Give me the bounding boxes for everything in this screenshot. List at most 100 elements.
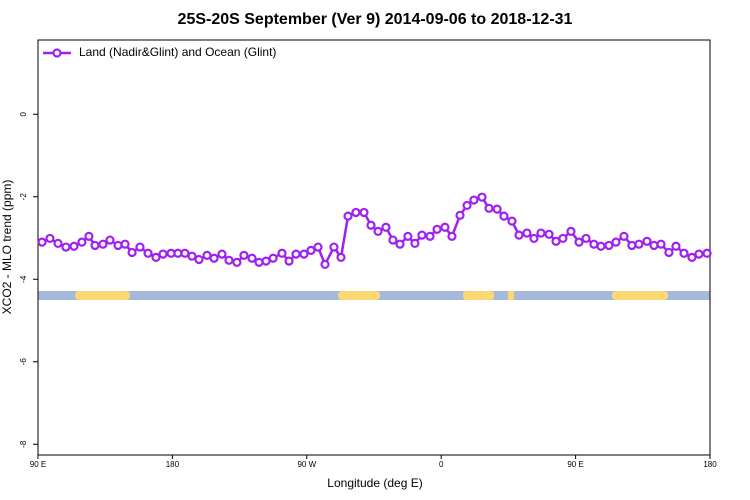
y-tick-label: -2 — [19, 193, 28, 201]
data-point — [291, 249, 301, 259]
land-strip — [508, 291, 514, 300]
y-tick-label: -4 — [19, 275, 28, 283]
data-point — [77, 237, 87, 247]
data-point — [90, 240, 100, 251]
data-point — [239, 250, 249, 260]
data-point — [619, 231, 629, 241]
y-tick-label: -8 — [19, 440, 28, 448]
data-point — [277, 248, 287, 258]
data-point — [403, 231, 413, 241]
data-point — [425, 231, 435, 241]
data-point — [388, 235, 398, 245]
x-axis-label: Longitude (deg E) — [327, 476, 422, 490]
data-point — [336, 252, 346, 263]
data-point — [702, 248, 712, 258]
data-point — [410, 238, 420, 248]
data-point — [455, 210, 465, 220]
data-point — [135, 242, 145, 252]
legend-marker — [52, 48, 62, 58]
land-mask — [38, 291, 710, 300]
data-point — [514, 230, 524, 240]
data-point — [329, 242, 339, 252]
data-point — [187, 251, 197, 261]
x-tick-label: 90 E — [567, 460, 583, 469]
data-point — [105, 235, 115, 245]
data-point — [209, 253, 219, 263]
data-point — [694, 249, 704, 259]
chart-title: 25S-20S September (Ver 9) 2014-09-06 to … — [178, 11, 573, 28]
data-point — [194, 254, 204, 265]
data-point — [671, 241, 681, 251]
data-point — [45, 233, 55, 244]
data-point — [395, 239, 405, 249]
land-strip — [338, 291, 380, 300]
data-point — [529, 233, 539, 244]
data-point — [299, 249, 309, 259]
data-point — [120, 239, 130, 249]
data-point — [447, 231, 457, 241]
data-point — [37, 237, 47, 247]
data-point — [158, 249, 168, 259]
x-tick-label: 180 — [166, 460, 180, 469]
data-point — [566, 226, 576, 237]
data-point — [268, 253, 278, 263]
data-point — [558, 233, 568, 244]
data-point — [284, 256, 294, 266]
data-point — [143, 248, 153, 258]
legend-label: Land (Nadir&Glint) and Ocean (Glint) — [79, 45, 276, 59]
data-point — [522, 228, 532, 238]
x-tick-label: 90 W — [297, 460, 316, 469]
data-point — [492, 204, 502, 214]
data-point — [507, 216, 517, 226]
x-tick-label: 90 E — [30, 460, 46, 469]
data-point — [343, 211, 353, 221]
data-point — [247, 253, 257, 263]
data-point — [596, 241, 606, 251]
x-tick-label: 0 — [439, 460, 444, 469]
y-axis-label: XCO2 - MLO trend (ppm) — [0, 180, 14, 315]
y-tick-label: -6 — [19, 358, 28, 366]
data-point — [574, 237, 584, 247]
data-point — [440, 222, 450, 232]
data-point — [642, 236, 652, 246]
data-point — [61, 242, 71, 252]
data-point — [687, 252, 697, 263]
data-point — [627, 240, 637, 251]
data-point — [320, 259, 330, 270]
data-point — [127, 247, 137, 258]
data-point — [611, 237, 621, 247]
data-point — [351, 207, 361, 218]
data-point — [366, 220, 376, 230]
data-point — [484, 203, 494, 213]
x-tick-label: 180 — [703, 460, 717, 469]
data-point — [359, 207, 369, 218]
data-point — [462, 200, 472, 211]
data-point — [634, 239, 644, 249]
data-point — [254, 257, 264, 267]
data-point — [432, 224, 442, 234]
data-point — [84, 231, 94, 241]
data-point — [656, 239, 666, 249]
data-point — [224, 255, 234, 265]
data-point — [217, 249, 227, 259]
y-tick-label: 0 — [19, 111, 28, 116]
data-point — [417, 230, 427, 240]
data-point — [649, 240, 659, 251]
data-point — [581, 233, 591, 244]
data-point — [381, 222, 391, 232]
data-point — [313, 242, 323, 252]
data-point — [151, 252, 161, 263]
data-point — [306, 245, 316, 255]
land-strip — [463, 291, 494, 300]
data-point — [544, 229, 554, 239]
data-point — [477, 192, 487, 202]
land-strip — [75, 291, 130, 300]
data-point — [113, 240, 123, 251]
data-point — [679, 248, 689, 258]
data-point — [604, 240, 614, 251]
data-point — [373, 226, 383, 237]
data-point — [69, 241, 79, 251]
data-point — [536, 228, 546, 238]
land-strip — [612, 291, 668, 300]
